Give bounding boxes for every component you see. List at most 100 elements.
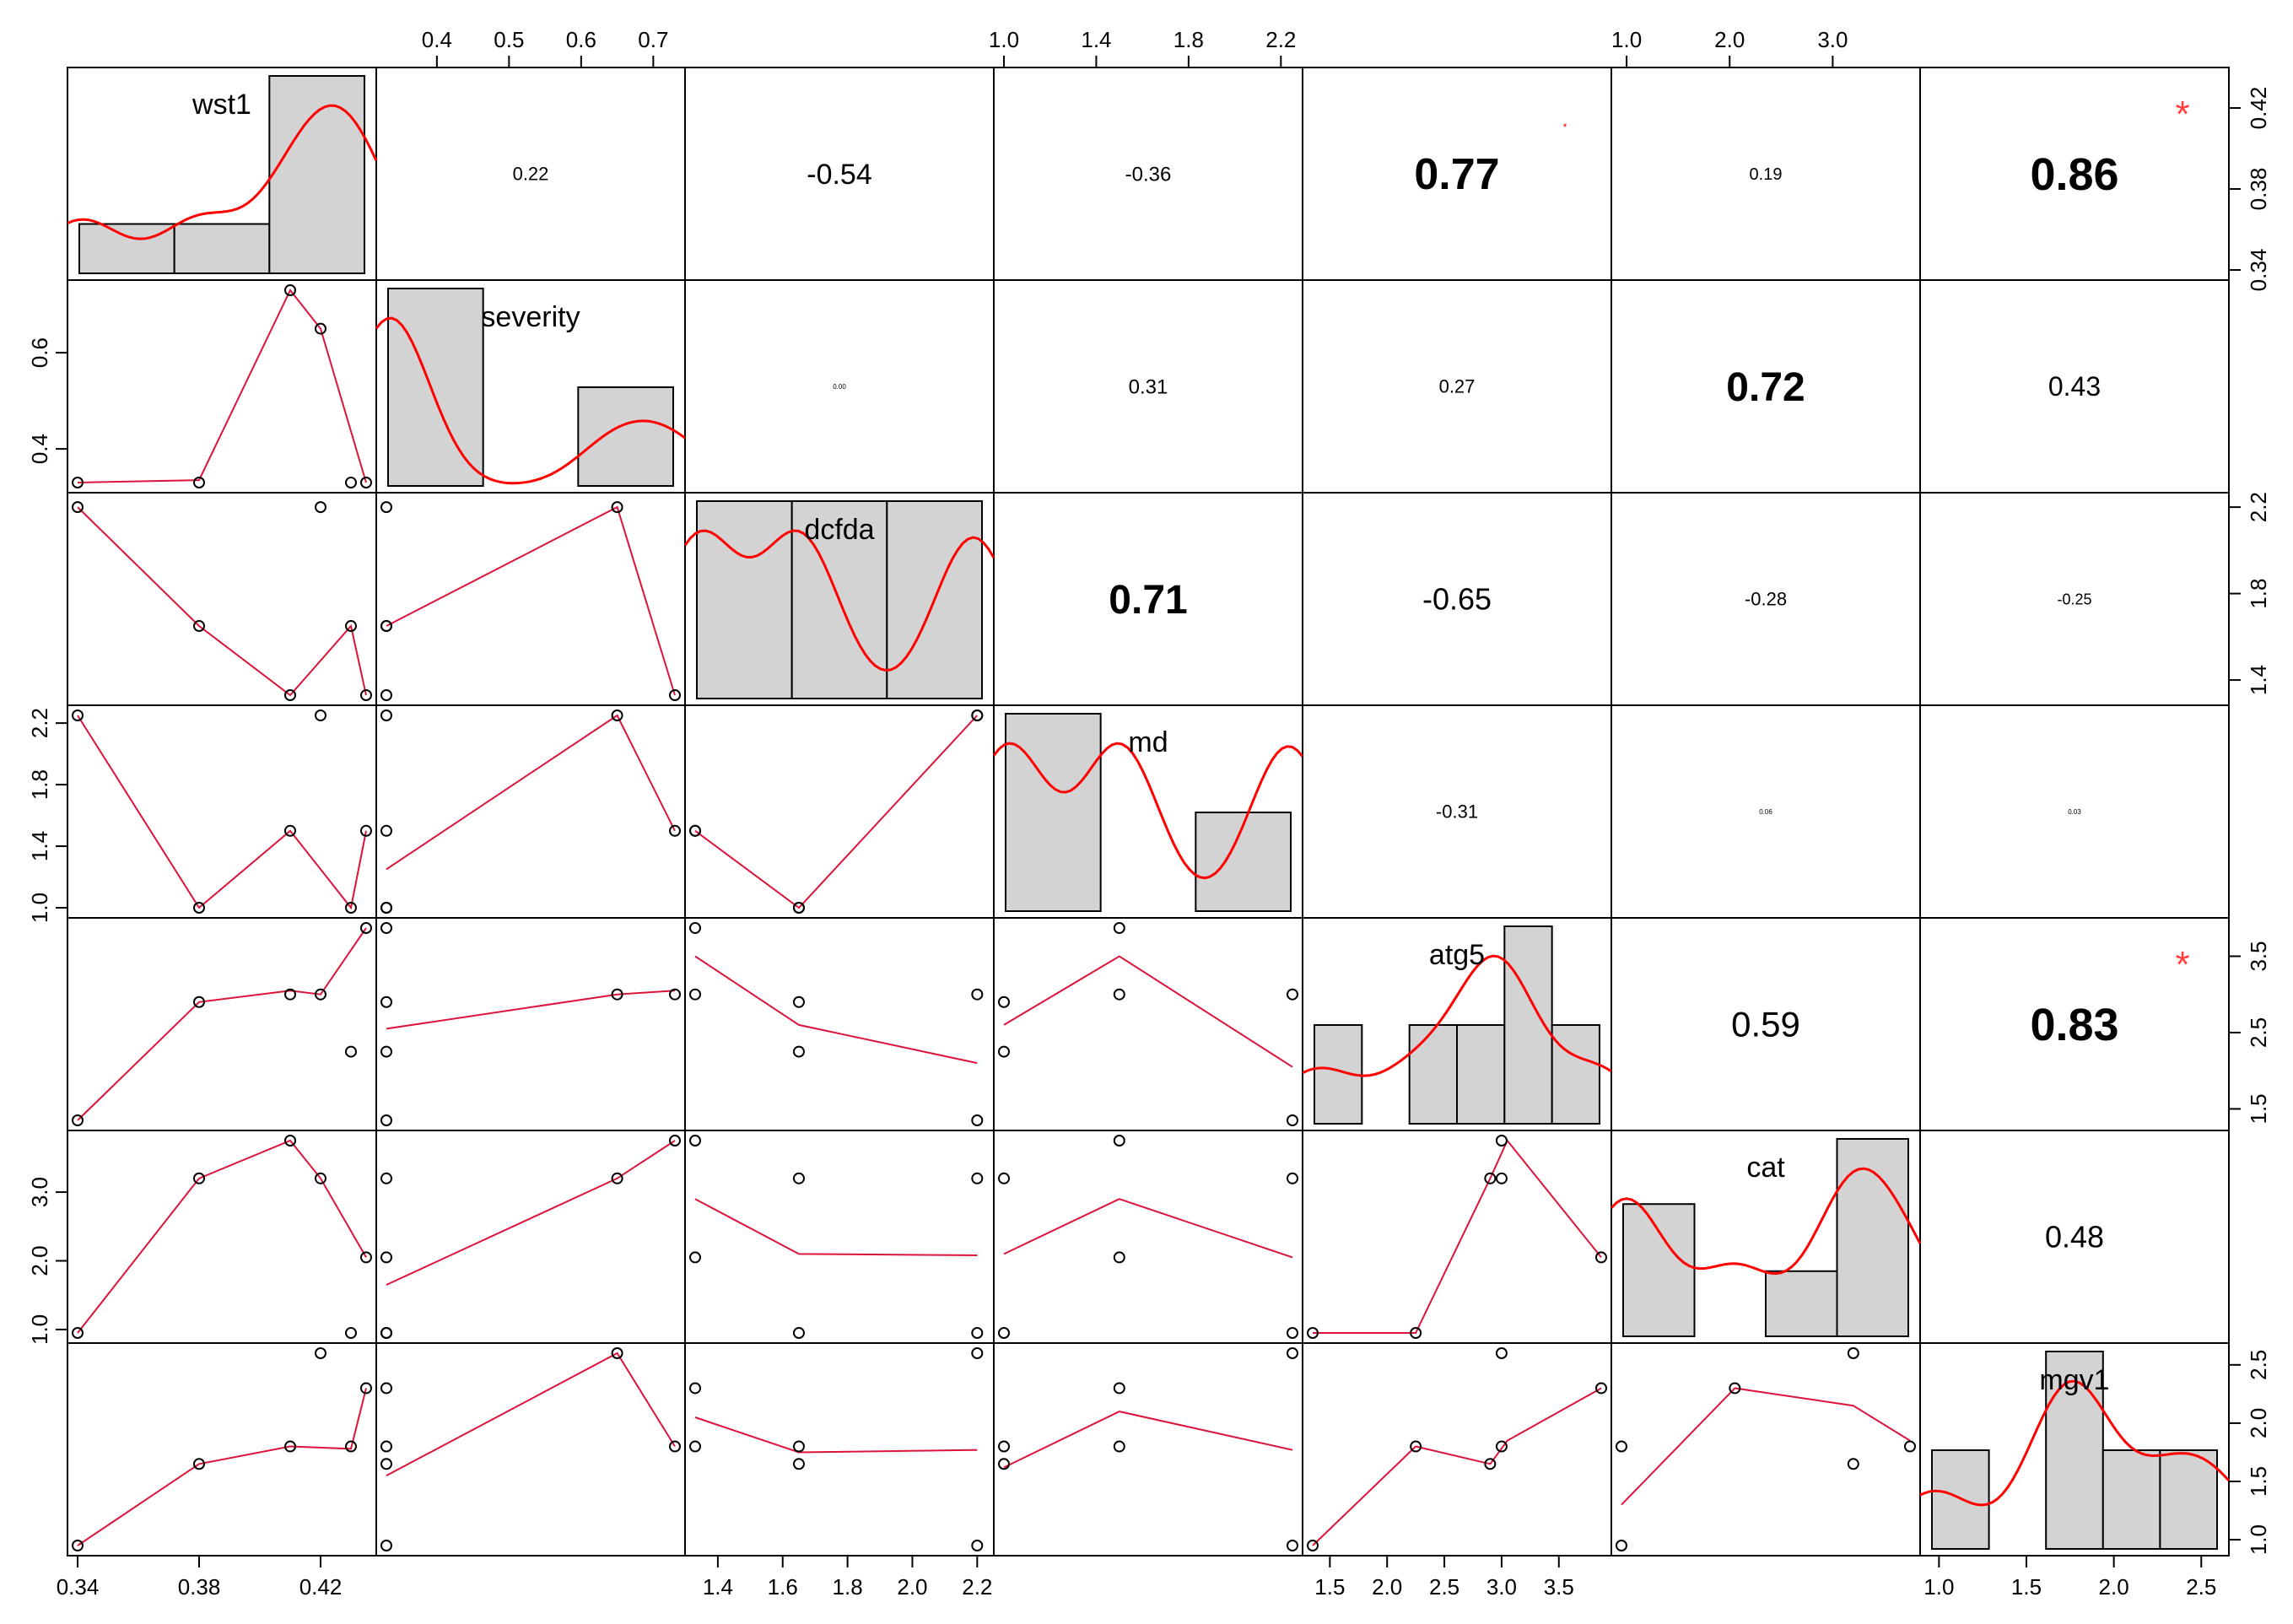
point-wst1-md (72, 709, 84, 721)
panel-cat-dcfda (684, 1130, 995, 1344)
panel-atg5-md (993, 917, 1303, 1131)
point-severity-mgv1 (380, 1382, 392, 1395)
point-atg5-cat (1307, 1327, 1319, 1339)
point-dcfda-mgv1 (971, 1347, 984, 1359)
point-severity-atg5 (380, 922, 392, 934)
point-dcfda-atg5 (792, 995, 805, 1008)
density-line-dcfda (683, 529, 995, 672)
point-wst1-severity (315, 322, 326, 335)
hist-bar-wst1 (268, 75, 366, 274)
smooth-line-dcfda-atg5 (694, 955, 978, 1065)
density-line-md (992, 742, 1304, 880)
point-wst1-mgv1 (284, 1440, 296, 1453)
point-md-atg5 (998, 995, 1010, 1008)
smooth-line-severity-mgv1 (386, 1352, 676, 1476)
panel-mgv1-wst1 (67, 1342, 377, 1557)
hist-bar-cat (1836, 1138, 1909, 1337)
tick-label: 1.8 (2246, 579, 2271, 609)
tick-label: 0.5 (494, 27, 524, 52)
hist-bar-severity (387, 288, 484, 487)
correlation-md-mgv1: 0.03 (2068, 808, 2081, 816)
point-dcfda-cat (971, 1327, 984, 1339)
tick-label: 1.6 (768, 1574, 798, 1600)
smooth-line-md-atg5 (1003, 955, 1293, 1068)
variable-name-atg5: atg5 (1429, 939, 1485, 971)
hist-bar-cat (1622, 1203, 1696, 1337)
panel-severity-wst1 (67, 279, 377, 494)
point-severity-md (380, 709, 392, 721)
point-wst1-severity (360, 477, 372, 488)
point-severity-atg5 (380, 1045, 392, 1058)
point-wst1-atg5 (345, 1045, 357, 1058)
correlation-atg5-cat: 0.59 (1731, 1005, 1800, 1044)
hist-bar-atg5 (1456, 1024, 1506, 1125)
hist-bar-mgv1 (2159, 1449, 2218, 1550)
panel-mgv1-mgv1 (1919, 1342, 2230, 1557)
hist-bar-md (1195, 812, 1292, 912)
point-dcfda-md (792, 902, 805, 914)
tick-label: 1.0 (27, 893, 52, 923)
point-wst1-mgv1 (315, 1347, 326, 1359)
smooth-line-wst1-dcfda (77, 506, 367, 697)
point-wst1-dcfda (315, 501, 326, 514)
smooth-line-atg5-mgv1 (1312, 1387, 1602, 1546)
panel-mgv1-dcfda (684, 1342, 995, 1557)
tick-label: 1.5 (2246, 1466, 2271, 1497)
point-md-atg5 (1287, 1114, 1298, 1126)
point-dcfda-mgv1 (792, 1458, 805, 1470)
panel-atg5-wst1 (67, 917, 377, 1131)
matrix-panels: wst1 severity dcfda md atg5 cat mgv1 0.22 -0.54 -… (67, 67, 2231, 1557)
panel-mgv1-atg5 (1302, 1342, 1612, 1557)
tick-label: 2.2 (962, 1574, 992, 1600)
variable-name-wst1: wst1 (192, 89, 251, 121)
point-wst1-dcfda (193, 620, 205, 633)
point-wst1-dcfda (72, 501, 84, 514)
correlation-wst1-cat: 0.19 (1750, 165, 1783, 184)
point-wst1-atg5 (193, 995, 205, 1008)
point-md-atg5 (1287, 988, 1298, 1001)
correlation-cat-mgv1: 0.48 (2045, 1220, 2104, 1254)
point-wst1-md (193, 902, 205, 914)
point-md-cat (1287, 1327, 1298, 1339)
correlation-md-atg5: -0.31 (1436, 801, 1478, 823)
tick-label: 0.34 (57, 1574, 100, 1600)
point-md-atg5 (1113, 988, 1125, 1001)
point-atg5-mgv1 (1484, 1458, 1497, 1470)
point-wst1-cat (193, 1172, 205, 1184)
hist-bar-severity (577, 386, 674, 487)
point-md-mgv1 (1113, 1440, 1125, 1453)
point-dcfda-cat (689, 1135, 701, 1147)
point-severity-atg5 (380, 1114, 392, 1126)
correlation-wst1-dcfda: -0.54 (807, 159, 872, 191)
hist-bar-cat (1765, 1270, 1838, 1338)
tick-label: 1.8 (27, 769, 52, 800)
point-dcfda-cat (689, 1251, 701, 1264)
point-dcfda-atg5 (689, 988, 701, 1001)
point-md-mgv1 (1113, 1382, 1125, 1395)
variable-name-severity: severity (481, 301, 580, 333)
point-md-mgv1 (1287, 1540, 1298, 1551)
point-wst1-atg5 (315, 988, 326, 1001)
panel-dcfda-severity (375, 492, 686, 706)
tick-label: 1.4 (2246, 665, 2271, 695)
point-wst1-cat (284, 1135, 296, 1147)
tick-label: 2.5 (1429, 1574, 1459, 1600)
tick-label: 0.7 (638, 27, 668, 52)
significance-star: * (2175, 944, 2189, 985)
density-line-atg5 (1302, 954, 1612, 1077)
point-severity-mgv1 (380, 1458, 392, 1470)
variable-name-dcfda: dcfda (804, 514, 874, 546)
panel-atg5-dcfda (684, 917, 995, 1131)
point-severity-dcfda (611, 501, 623, 514)
correlation-wst1-md: -0.36 (1125, 163, 1172, 186)
correlation-severity-atg5: 0.27 (1439, 376, 1476, 397)
smooth-line-md-cat (1003, 1198, 1293, 1259)
tick-label: 0.42 (2246, 87, 2271, 130)
point-cat-mgv1 (1616, 1440, 1627, 1453)
smooth-line-wst1-severity (77, 289, 367, 483)
tick-label: 2.2 (2246, 492, 2271, 522)
point-atg5-cat (1495, 1172, 1508, 1184)
tick-label: 1.8 (1173, 27, 1204, 52)
smooth-line-cat-mgv1 (1621, 1387, 1911, 1506)
point-md-atg5 (998, 1045, 1010, 1058)
